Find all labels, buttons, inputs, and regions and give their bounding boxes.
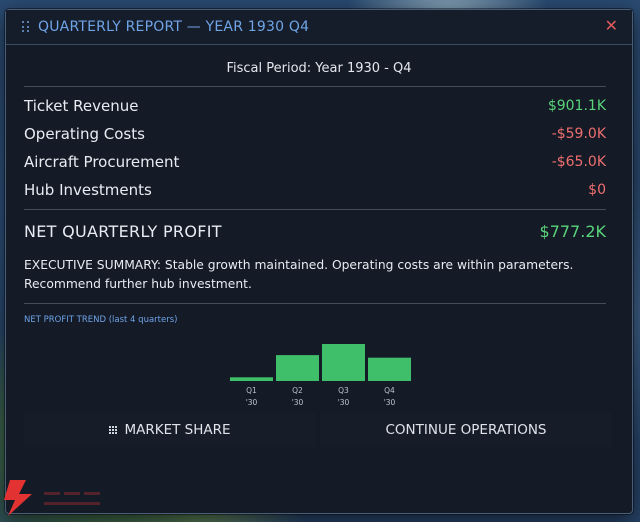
trend-label: NET PROFIT TREND (last 4 quarters) (24, 315, 178, 325)
trend-quarter-label: Q2 (292, 386, 303, 395)
trend-year-label: '30 (338, 398, 350, 407)
line-item-value: $0 (588, 182, 606, 198)
trend-year-label: '30 (246, 398, 258, 407)
trend-quarter-label: Q4 (384, 386, 395, 395)
line-item-aircraft-procurement: Aircraft Procurement -$65.0K (24, 152, 606, 172)
title-bar[interactable]: QUARTERLY REPORT — YEAR 1930 Q4 ✕ (6, 10, 632, 45)
close-icon[interactable]: ✕ (604, 16, 618, 35)
net-profit-row: NET QUARTERLY PROFIT $777.2K (24, 220, 606, 242)
continue-label: CONTINUE OPERATIONS (385, 422, 547, 438)
lightning-logo-icon (4, 480, 32, 516)
grid-icon (109, 425, 118, 435)
divider (24, 209, 606, 210)
net-profit-value: $777.2K (539, 221, 606, 241)
net-profit-trend-chart: Q1 '30 Q2 '30 Q3 '30 Q4 '30 (230, 344, 411, 407)
line-item-value: $901.1K (547, 98, 606, 114)
line-item-label: Aircraft Procurement (24, 153, 180, 171)
net-profit-label: NET QUARTERLY PROFIT (24, 221, 222, 241)
window-title: QUARTERLY REPORT — YEAR 1930 Q4 (38, 19, 310, 35)
trend-bar-q1 (230, 377, 273, 381)
trend-quarter-label: Q1 (246, 386, 257, 395)
divider (24, 303, 606, 304)
watermark-logo-icon (44, 492, 100, 505)
line-item-value: -$59.0K (551, 126, 606, 142)
market-share-label: MARKET SHARE (124, 422, 231, 438)
divider (24, 86, 606, 87)
trend-bar-q4 (368, 357, 411, 381)
trend-year-label: '30 (384, 398, 396, 407)
trend-bar-q3 (322, 344, 365, 381)
trend-quarter-label: Q3 (338, 386, 349, 395)
line-item-label: Hub Investments (24, 181, 152, 199)
line-item-label: Operating Costs (24, 125, 145, 143)
executive-summary: EXECUTIVE SUMMARY: Stable growth maintai… (24, 258, 574, 291)
line-item-value: -$65.0K (551, 154, 606, 170)
fiscal-period: Fiscal Period: Year 1930 - Q4 (226, 61, 412, 76)
line-item-hub-investments: Hub Investments $0 (24, 180, 606, 200)
line-item-label: Ticket Revenue (24, 97, 139, 115)
line-item-ticket-revenue: Ticket Revenue $901.1K (24, 96, 606, 116)
drag-handle-icon[interactable] (22, 21, 30, 33)
line-item-operating-costs: Operating Costs -$59.0K (24, 124, 606, 144)
continue-operations-button[interactable]: CONTINUE OPERATIONS (320, 413, 612, 447)
trend-bar-q2 (276, 355, 319, 381)
market-share-button[interactable]: MARKET SHARE (24, 413, 316, 447)
quarterly-report-window: QUARTERLY REPORT — YEAR 1930 Q4 ✕ Fiscal… (5, 9, 633, 514)
trend-year-label: '30 (292, 398, 304, 407)
